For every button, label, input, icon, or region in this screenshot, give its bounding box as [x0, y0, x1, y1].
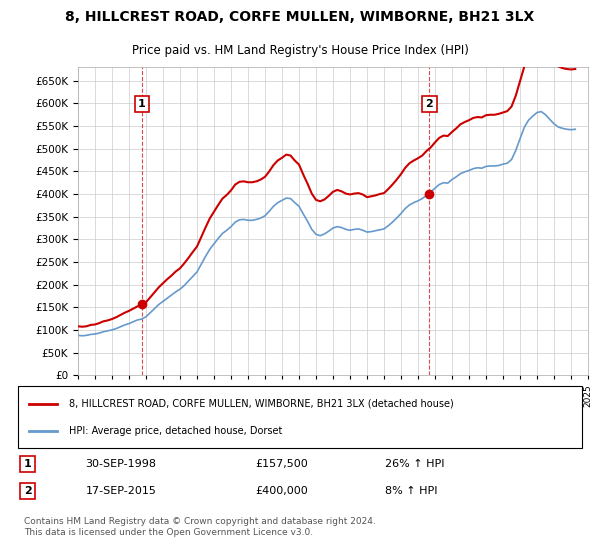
FancyBboxPatch shape [18, 386, 582, 448]
Text: Contains HM Land Registry data © Crown copyright and database right 2024.
This d: Contains HM Land Registry data © Crown c… [23, 517, 376, 536]
Text: 2: 2 [23, 486, 31, 496]
Text: 2: 2 [425, 99, 433, 109]
Text: 8% ↑ HPI: 8% ↑ HPI [385, 486, 437, 496]
Text: 8, HILLCREST ROAD, CORFE MULLEN, WIMBORNE, BH21 3LX: 8, HILLCREST ROAD, CORFE MULLEN, WIMBORN… [65, 10, 535, 24]
Text: HPI: Average price, detached house, Dorset: HPI: Average price, detached house, Dors… [69, 426, 282, 436]
Text: 30-SEP-1998: 30-SEP-1998 [86, 459, 157, 469]
Text: £400,000: £400,000 [255, 486, 308, 496]
Text: 17-SEP-2015: 17-SEP-2015 [86, 486, 157, 496]
Text: 8, HILLCREST ROAD, CORFE MULLEN, WIMBORNE, BH21 3LX (detached house): 8, HILLCREST ROAD, CORFE MULLEN, WIMBORN… [69, 399, 454, 409]
Text: 26% ↑ HPI: 26% ↑ HPI [385, 459, 444, 469]
Text: Price paid vs. HM Land Registry's House Price Index (HPI): Price paid vs. HM Land Registry's House … [131, 44, 469, 57]
Text: £157,500: £157,500 [255, 459, 308, 469]
Text: 1: 1 [138, 99, 146, 109]
Text: 1: 1 [23, 459, 31, 469]
